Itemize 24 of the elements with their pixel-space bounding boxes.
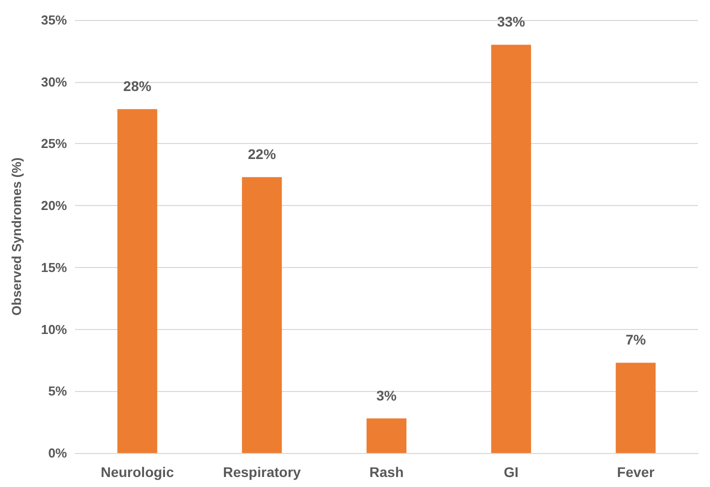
y-tick-label: 35% bbox=[40, 12, 68, 28]
data-label: 33% bbox=[497, 14, 526, 30]
x-tick-label: Respiratory bbox=[222, 464, 302, 480]
data-label: 28% bbox=[123, 78, 152, 94]
y-tick-label: 10% bbox=[40, 322, 68, 337]
bar bbox=[242, 177, 282, 453]
y-tick-label: 20% bbox=[40, 198, 68, 214]
bar bbox=[491, 44, 532, 453]
data-label: 22% bbox=[248, 146, 276, 162]
x-tick-label: Neurologic bbox=[100, 464, 174, 480]
data-label: 3% bbox=[376, 387, 398, 404]
bar bbox=[616, 362, 656, 453]
bar bbox=[366, 418, 406, 453]
data-label: 7% bbox=[626, 332, 646, 348]
x-tick-label: GI bbox=[504, 464, 518, 480]
y-tick-label: 25% bbox=[40, 136, 68, 152]
y-tick-label: 30% bbox=[40, 74, 68, 90]
bar bbox=[117, 109, 158, 453]
y-tick-label: 0% bbox=[48, 446, 68, 460]
y-tick-label: 15% bbox=[40, 260, 68, 275]
y-axis-title: Observed Syndromes (%) bbox=[9, 157, 24, 316]
x-tick-label: Rash bbox=[369, 464, 404, 480]
x-tick-label: Fever bbox=[617, 464, 655, 480]
y-tick-label: 5% bbox=[48, 384, 68, 399]
